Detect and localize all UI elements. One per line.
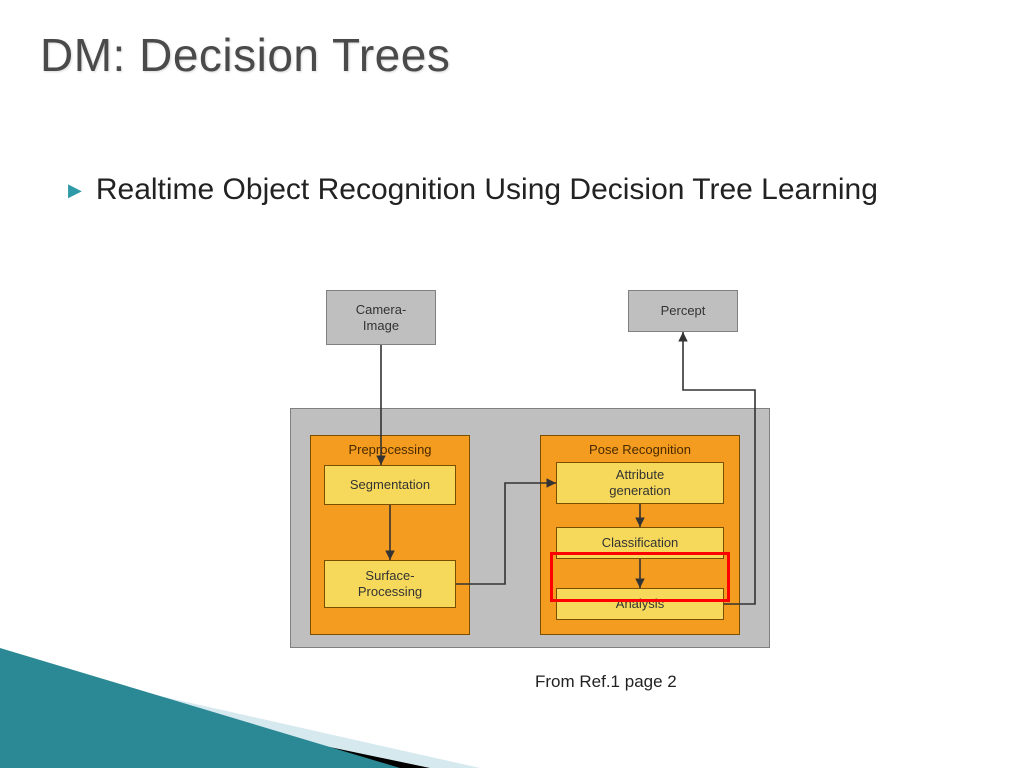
- decorative-triangles: [0, 0, 500, 768]
- node-camera: Camera- Image: [326, 290, 436, 345]
- node-segmentation: Segmentation: [324, 465, 456, 505]
- node-percept: Percept: [628, 290, 738, 332]
- figure-caption: From Ref.1 page 2: [535, 672, 677, 692]
- highlight-box: [550, 552, 730, 602]
- node-surface: Surface- Processing: [324, 560, 456, 608]
- node-attrgen: Attribute generation: [556, 462, 724, 504]
